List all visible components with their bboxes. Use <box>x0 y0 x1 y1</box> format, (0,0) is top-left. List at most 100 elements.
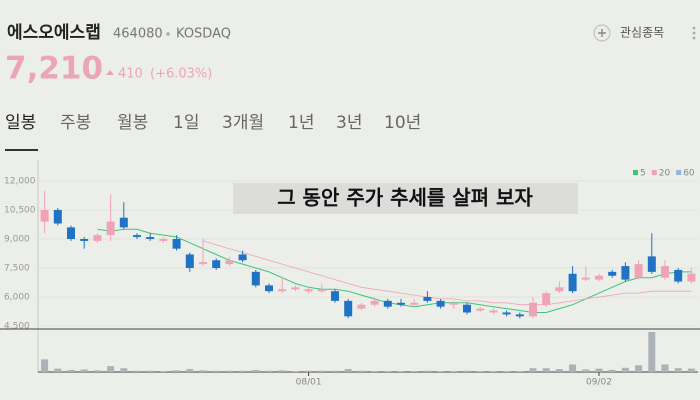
y-tick-label: 7,500 <box>4 263 30 273</box>
volume-bar <box>595 368 603 372</box>
candle-body <box>225 260 234 265</box>
candle-body <box>661 266 669 278</box>
volume-bar <box>173 370 181 372</box>
candle-body <box>146 237 155 239</box>
tab[interactable]: 주봉 <box>60 113 91 133</box>
volume-bar <box>503 371 511 372</box>
volume-bar <box>344 369 352 372</box>
candle-body <box>515 314 524 317</box>
y-tick-label: 4,500 <box>4 322 30 332</box>
candle-body <box>67 227 75 239</box>
volume-bar <box>463 370 471 372</box>
legend-swatch <box>633 170 638 175</box>
candle-body <box>687 273 696 282</box>
volume-bar <box>516 371 524 372</box>
volume-bar <box>542 368 550 372</box>
candle-body <box>133 235 141 238</box>
volume-bar <box>331 370 339 372</box>
x-tick-label: 08/01 <box>296 378 322 388</box>
plus-icon <box>593 24 611 42</box>
candle-body <box>331 291 339 301</box>
legend-swatch <box>676 170 682 175</box>
volume-bar <box>648 332 656 372</box>
volume-bar <box>384 371 392 372</box>
volume-bar <box>476 371 484 372</box>
candle-body <box>634 264 643 278</box>
candle-body <box>304 289 313 292</box>
candle-body <box>476 308 485 311</box>
legend-swatch <box>651 170 657 175</box>
volume-bar <box>621 367 629 372</box>
watch-button[interactable]: 관심종목 <box>593 24 664 42</box>
change-pct: (+6.03%) <box>150 67 212 82</box>
candle-body <box>278 289 287 292</box>
volume-bar <box>41 359 49 372</box>
y-tick-label: 9,000 <box>4 234 30 244</box>
volume-bar <box>305 370 313 372</box>
candle-body <box>621 266 630 280</box>
volume-bar <box>107 366 115 372</box>
ma-line <box>97 228 692 313</box>
volume-bar <box>489 371 497 372</box>
candle-body <box>542 293 551 305</box>
candle-body <box>449 302 458 305</box>
candle-body <box>291 287 300 290</box>
tab[interactable]: 3개월 <box>222 113 264 133</box>
legend-label: 5 <box>640 169 646 179</box>
ma-line <box>202 240 692 306</box>
candle-body <box>251 271 260 286</box>
volume-bar <box>199 370 207 372</box>
y-tick-label: 12,000 <box>4 176 36 186</box>
candle-body <box>463 304 471 313</box>
candle-body <box>410 302 419 305</box>
volume-bar <box>120 368 128 372</box>
volume-bar <box>687 368 695 372</box>
volume-bar <box>569 364 577 372</box>
volume-bar <box>239 370 247 372</box>
stock-code: 464080 <box>113 27 163 42</box>
volume-bar <box>437 371 445 372</box>
volume-bar <box>80 369 88 372</box>
candle-body <box>608 271 617 276</box>
chart: 4,500 6,000 7,500 9,000 10,500 12,000 08/01 09/… <box>0 160 700 388</box>
legend-label: 20 <box>659 169 671 179</box>
volume-bar <box>291 371 299 372</box>
candle-body <box>436 300 445 307</box>
volume-bar <box>318 370 326 372</box>
tab[interactable]: 10년 <box>384 113 421 133</box>
volume-bar <box>674 368 682 372</box>
volume-bar <box>186 369 194 372</box>
tab[interactable]: 일봉 <box>5 113 36 133</box>
tab[interactable]: 1년 <box>288 113 314 133</box>
volume-bar <box>265 370 273 372</box>
tab[interactable]: 1일 <box>173 113 199 133</box>
volume-bar <box>529 368 537 372</box>
candle-body <box>119 217 128 228</box>
volume-bar <box>661 364 669 372</box>
volume-bar <box>555 369 563 372</box>
volume-bar <box>67 369 75 372</box>
caption-box <box>233 183 578 214</box>
candle-body <box>40 209 49 222</box>
up-arrow <box>106 70 114 75</box>
candle-body <box>647 256 656 272</box>
candle-body <box>93 235 102 241</box>
candle-body <box>383 300 392 307</box>
volume-bar <box>608 369 616 372</box>
tab[interactable]: 월봉 <box>117 113 148 133</box>
tab[interactable]: 3년 <box>336 113 362 133</box>
watch-label[interactable]: 관심종목 <box>620 26 664 40</box>
volume-bar <box>225 370 233 372</box>
candle-body <box>370 300 379 305</box>
volume-bar <box>133 370 141 372</box>
volume-bar <box>159 371 167 372</box>
candle-body <box>344 300 353 317</box>
candle-body <box>317 289 326 292</box>
more-icon[interactable] <box>692 26 696 40</box>
volume-bar <box>397 371 405 372</box>
candle-body <box>674 269 683 282</box>
market: KOSDAQ <box>176 27 231 42</box>
change: 410 <box>118 67 143 82</box>
volume-bar <box>423 370 431 372</box>
